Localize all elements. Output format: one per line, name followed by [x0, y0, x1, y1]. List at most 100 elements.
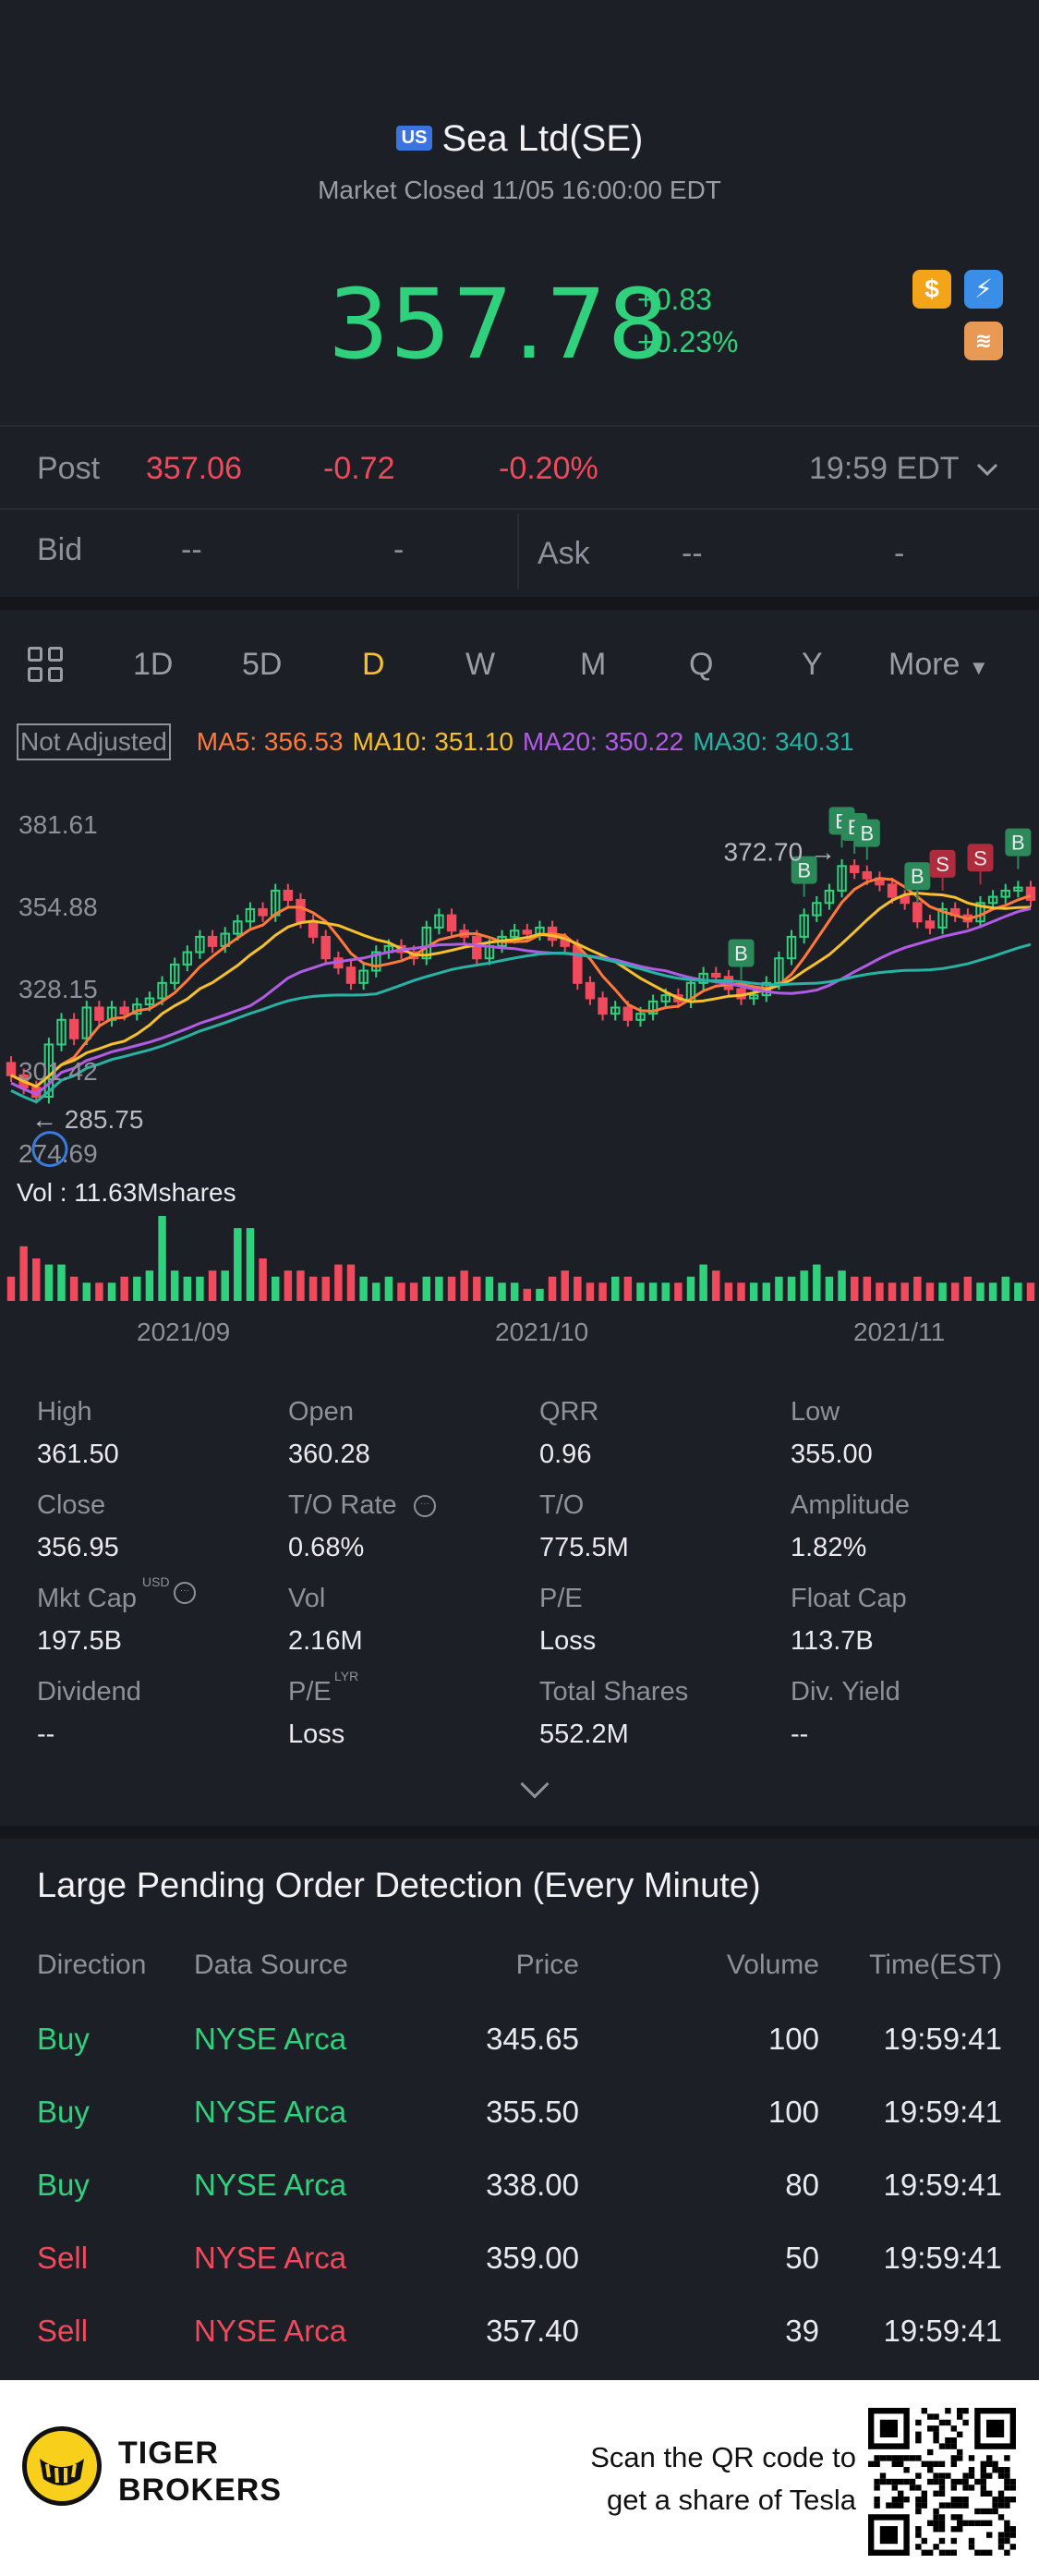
col-volume: Volume	[726, 1950, 819, 1980]
stat-value: 1.82%	[791, 1533, 867, 1562]
reset-zoom-icon[interactable]	[31, 1131, 68, 1168]
buy-mark	[853, 819, 880, 847]
volume-bar	[1026, 1282, 1035, 1301]
order-source: NYSE Arca	[194, 2168, 347, 2202]
tab-m[interactable]: M	[580, 647, 607, 682]
order-volume: 39	[785, 2314, 819, 2348]
stat-label: Vol	[288, 1584, 326, 1613]
price-change: +0.83	[637, 283, 712, 316]
buy-mark	[904, 862, 931, 891]
volume-value: : 11.63Mshares	[59, 1178, 236, 1207]
order-volume: 100	[767, 2095, 819, 2129]
order-time: 19:59:41	[883, 2168, 1002, 2202]
order-time: 19:59:41	[883, 2022, 1002, 2056]
candle	[849, 865, 860, 873]
candle	[233, 920, 243, 935]
volume-bar	[69, 1276, 79, 1301]
ma10-value: MA10: 351.10	[352, 727, 513, 756]
stat-value: Loss	[288, 1719, 345, 1749]
stat-label: Float Cap	[791, 1584, 907, 1613]
expand-chevron-icon[interactable]	[520, 1769, 550, 1799]
volume-bar	[876, 1282, 884, 1301]
grid-icon[interactable]	[28, 647, 66, 686]
volume-bar	[221, 1270, 229, 1301]
mark-label: S	[936, 853, 949, 876]
volume-bar	[938, 1282, 947, 1301]
quote-header: US Sea Ltd(SE) Market Closed 11/05 16:00:…	[0, 0, 1039, 423]
candle	[245, 907, 256, 923]
tab-1d[interactable]: 1D	[133, 647, 174, 682]
stat-label: Total Shares	[539, 1677, 689, 1707]
volume-bar	[574, 1276, 582, 1301]
candle	[258, 907, 268, 917]
dollar-icon[interactable]: $	[912, 270, 951, 309]
bid-size: -	[393, 532, 405, 567]
candle	[1025, 886, 1036, 901]
info-icon[interactable]: ···	[174, 1582, 196, 1604]
post-time[interactable]: 19:59 EDT	[809, 451, 960, 486]
lightning-icon[interactable]: ⚡	[964, 270, 1003, 309]
stat-value: 113.7B	[791, 1626, 874, 1656]
order-volume: 50	[785, 2241, 819, 2275]
scan-line1: Scan the QR code to	[590, 2441, 856, 2473]
us-market-flag: US	[395, 126, 433, 151]
tab-more[interactable]: More ▼	[888, 647, 989, 683]
ma30-line	[10, 942, 1032, 1104]
volume-bar	[548, 1276, 557, 1301]
caret-down-icon: ▼	[968, 656, 989, 679]
order-time: 19:59:41	[883, 2241, 1002, 2275]
adjust-toggle[interactable]: Not Adjusted	[17, 723, 171, 760]
stat-label: QRR	[539, 1397, 599, 1427]
candle	[296, 898, 306, 923]
volume-bar	[95, 1282, 103, 1301]
candle	[345, 966, 356, 984]
candle	[144, 997, 155, 1006]
volume-bar	[598, 1282, 607, 1301]
volume-bar	[762, 1282, 771, 1301]
price-change-pct: +0.23%	[637, 325, 739, 358]
info-icon[interactable]: ···	[414, 1495, 436, 1517]
y-tick-label: 328.15	[18, 975, 98, 1003]
candle	[774, 957, 784, 984]
layers-icon[interactable]: ≋	[964, 322, 1003, 360]
stat-value: 356.95	[37, 1533, 119, 1562]
buy-mark	[791, 856, 817, 884]
volume-bar	[988, 1282, 997, 1301]
tab-5d[interactable]: 5D	[242, 647, 283, 682]
candle	[283, 889, 294, 901]
volume-bar	[561, 1270, 569, 1301]
volume-bar	[284, 1270, 293, 1301]
tab-q[interactable]: Q	[689, 647, 714, 682]
candle	[6, 1062, 17, 1076]
order-price: 357.40	[486, 2314, 579, 2348]
volume-bar	[1014, 1282, 1022, 1301]
candle	[660, 994, 671, 1002]
post-label: Post	[37, 451, 101, 486]
volume-bar	[636, 1282, 645, 1301]
candle	[937, 907, 948, 929]
volume-bar	[813, 1264, 821, 1301]
tab-y[interactable]: Y	[802, 647, 823, 682]
volume-bar	[536, 1288, 544, 1301]
mark-label: B	[734, 942, 748, 965]
tab-d[interactable]: D	[362, 647, 385, 682]
ma20-value: MA20: 350.22	[522, 727, 684, 756]
chevron-down-icon[interactable]	[975, 462, 999, 479]
candle	[320, 935, 331, 960]
candlestick-chart[interactable]: BBBBBBSSB 381.61354.88328.15301.42274.69…	[0, 795, 1039, 1312]
candle	[812, 902, 822, 917]
stat-value: --	[37, 1719, 55, 1749]
candle	[900, 895, 910, 905]
order-direction: Buy	[37, 2168, 90, 2202]
candle	[207, 935, 218, 947]
post-change: -0.72	[323, 451, 395, 486]
volume-bar	[334, 1264, 343, 1301]
y-tick-label: 354.88	[18, 893, 98, 921]
tab-w[interactable]: W	[465, 647, 496, 682]
order-direction: Buy	[37, 2095, 90, 2129]
tiger-logo-icon	[22, 2426, 102, 2506]
order-direction: Buy	[37, 2022, 90, 2056]
stat-value: 0.96	[539, 1440, 592, 1469]
stat-label: Amplitude	[791, 1490, 910, 1520]
order-time: 19:59:41	[883, 2314, 1002, 2348]
